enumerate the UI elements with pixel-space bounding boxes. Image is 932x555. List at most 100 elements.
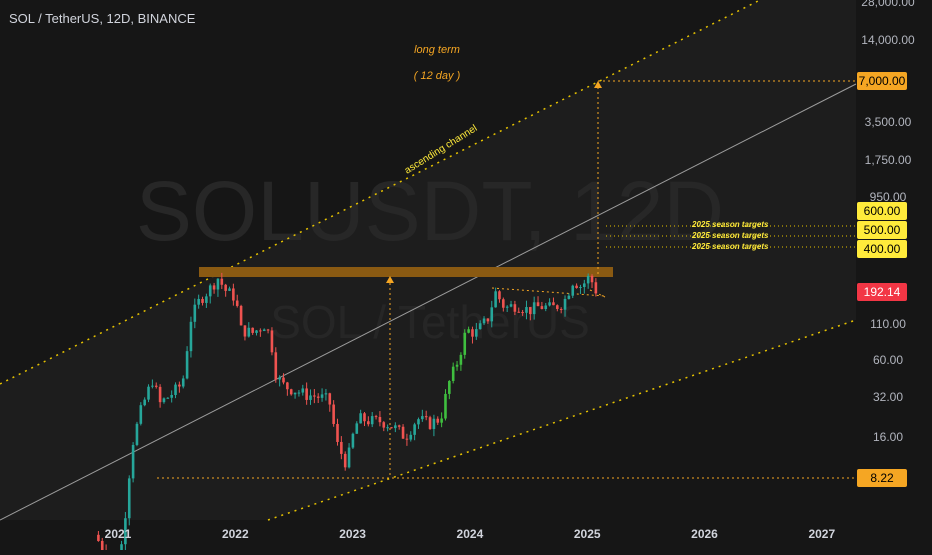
- candle-body: [432, 418, 436, 429]
- price-tick-label: 32.00: [873, 390, 903, 404]
- candle-body: [266, 329, 270, 331]
- price-axis[interactable]: 28,000.00 14,000.00 3,500.00 1,750.00 950.00…: [857, 0, 915, 487]
- candle-body: [386, 427, 389, 429]
- watermark-ticker: SOLUSDT, 12D: [136, 164, 724, 258]
- candle-body: [417, 419, 420, 425]
- candle-body: [185, 351, 189, 379]
- time-tick-label: 2027: [808, 527, 835, 541]
- candle-body: [243, 325, 247, 337]
- candle-body: [397, 425, 401, 427]
- candle-body: [232, 288, 235, 301]
- candle-body: [370, 416, 374, 425]
- candle-body: [448, 380, 451, 394]
- candle-body: [340, 441, 343, 454]
- candle-body: [208, 285, 212, 297]
- candle-body: [463, 332, 467, 355]
- candle-body: [212, 285, 216, 290]
- candle-body: [270, 330, 274, 353]
- candle-body: [316, 396, 320, 398]
- candle-body: [494, 291, 497, 308]
- candle-body: [467, 329, 470, 333]
- candle-body: [490, 307, 494, 322]
- candle-body: [413, 424, 416, 435]
- price-tick-label: 60.00: [873, 353, 903, 367]
- candle-body: [201, 298, 204, 303]
- candle-body: [575, 285, 578, 288]
- candle-body: [421, 416, 424, 420]
- candle-body: [170, 394, 173, 398]
- annotation-timeframe: ( 12 day ): [414, 70, 461, 82]
- candle-body: [509, 304, 513, 307]
- candle-body: [529, 307, 532, 315]
- candle-body: [444, 393, 447, 419]
- price-badge-label: 7,000.00: [859, 74, 906, 88]
- price-tick-label: 14,000.00: [861, 33, 915, 47]
- candle-body: [320, 394, 324, 398]
- candle-body: [278, 377, 281, 380]
- price-tick-label: 1,750.00: [865, 153, 912, 167]
- candle-body: [135, 423, 139, 445]
- candle-body: [401, 426, 405, 439]
- candle-body: [143, 399, 146, 406]
- candle-body: [552, 302, 555, 306]
- price-tick-label: 16.00: [873, 430, 903, 444]
- candle-body: [282, 377, 285, 383]
- price-badge-label: 500.00: [864, 223, 901, 237]
- candle-body: [162, 398, 166, 403]
- candle-body: [262, 329, 266, 332]
- candle-body: [324, 393, 328, 395]
- candle-body: [382, 422, 386, 428]
- time-axis[interactable]: 2021 2022 2023 2024 2025 2026 2027: [105, 527, 836, 541]
- candle-body: [174, 384, 177, 395]
- candle-body: [532, 302, 536, 315]
- candle-body: [332, 404, 335, 424]
- candle-body: [154, 385, 158, 387]
- candle-body: [513, 304, 517, 312]
- candle-body: [502, 299, 505, 308]
- candle-body: [336, 423, 339, 442]
- candle-body: [498, 291, 501, 300]
- price-badge-label: 400.00: [864, 242, 901, 256]
- candle-body: [197, 298, 200, 305]
- candle-body: [440, 418, 443, 423]
- candle-body: [471, 329, 474, 337]
- candle-body: [478, 323, 482, 330]
- candle-body: [482, 318, 486, 324]
- candle-body: [459, 354, 463, 365]
- candle-body: [309, 395, 312, 400]
- price-badge-400: [857, 240, 907, 258]
- candle-group: [97, 272, 598, 555]
- candle-body: [239, 305, 243, 326]
- price-badge-label: 600.00: [864, 204, 901, 218]
- price-tick-label: 950.00: [870, 190, 907, 204]
- time-tick-label: 2026: [691, 527, 718, 541]
- price-badge-7000: [857, 72, 907, 90]
- price-badge-500: [857, 221, 907, 239]
- candle-body: [390, 427, 393, 429]
- candle-body: [351, 433, 355, 448]
- candle-body: [571, 285, 575, 296]
- candle-body: [181, 378, 185, 387]
- candle-body: [567, 295, 571, 299]
- candle-body: [305, 388, 308, 400]
- price-tick-label: 3,500.00: [865, 115, 912, 129]
- candle-body: [127, 478, 131, 519]
- candle-body: [355, 423, 359, 434]
- candle-body: [151, 385, 154, 387]
- candle-body: [359, 413, 362, 424]
- candle-body: [455, 364, 459, 367]
- candle-body: [100, 540, 104, 551]
- candle-body: [559, 308, 563, 310]
- candle-body: [247, 327, 251, 337]
- candle-body: [166, 397, 170, 399]
- candle-body: [228, 288, 231, 291]
- candle-body: [378, 417, 382, 423]
- wedge-upper-line: [491, 287, 606, 297]
- price-tick-label: 28,000.00: [861, 0, 915, 9]
- candle-body: [139, 405, 143, 424]
- candle-body: [216, 278, 220, 290]
- time-tick-label: 2021: [105, 527, 132, 541]
- candle-body: [124, 518, 127, 545]
